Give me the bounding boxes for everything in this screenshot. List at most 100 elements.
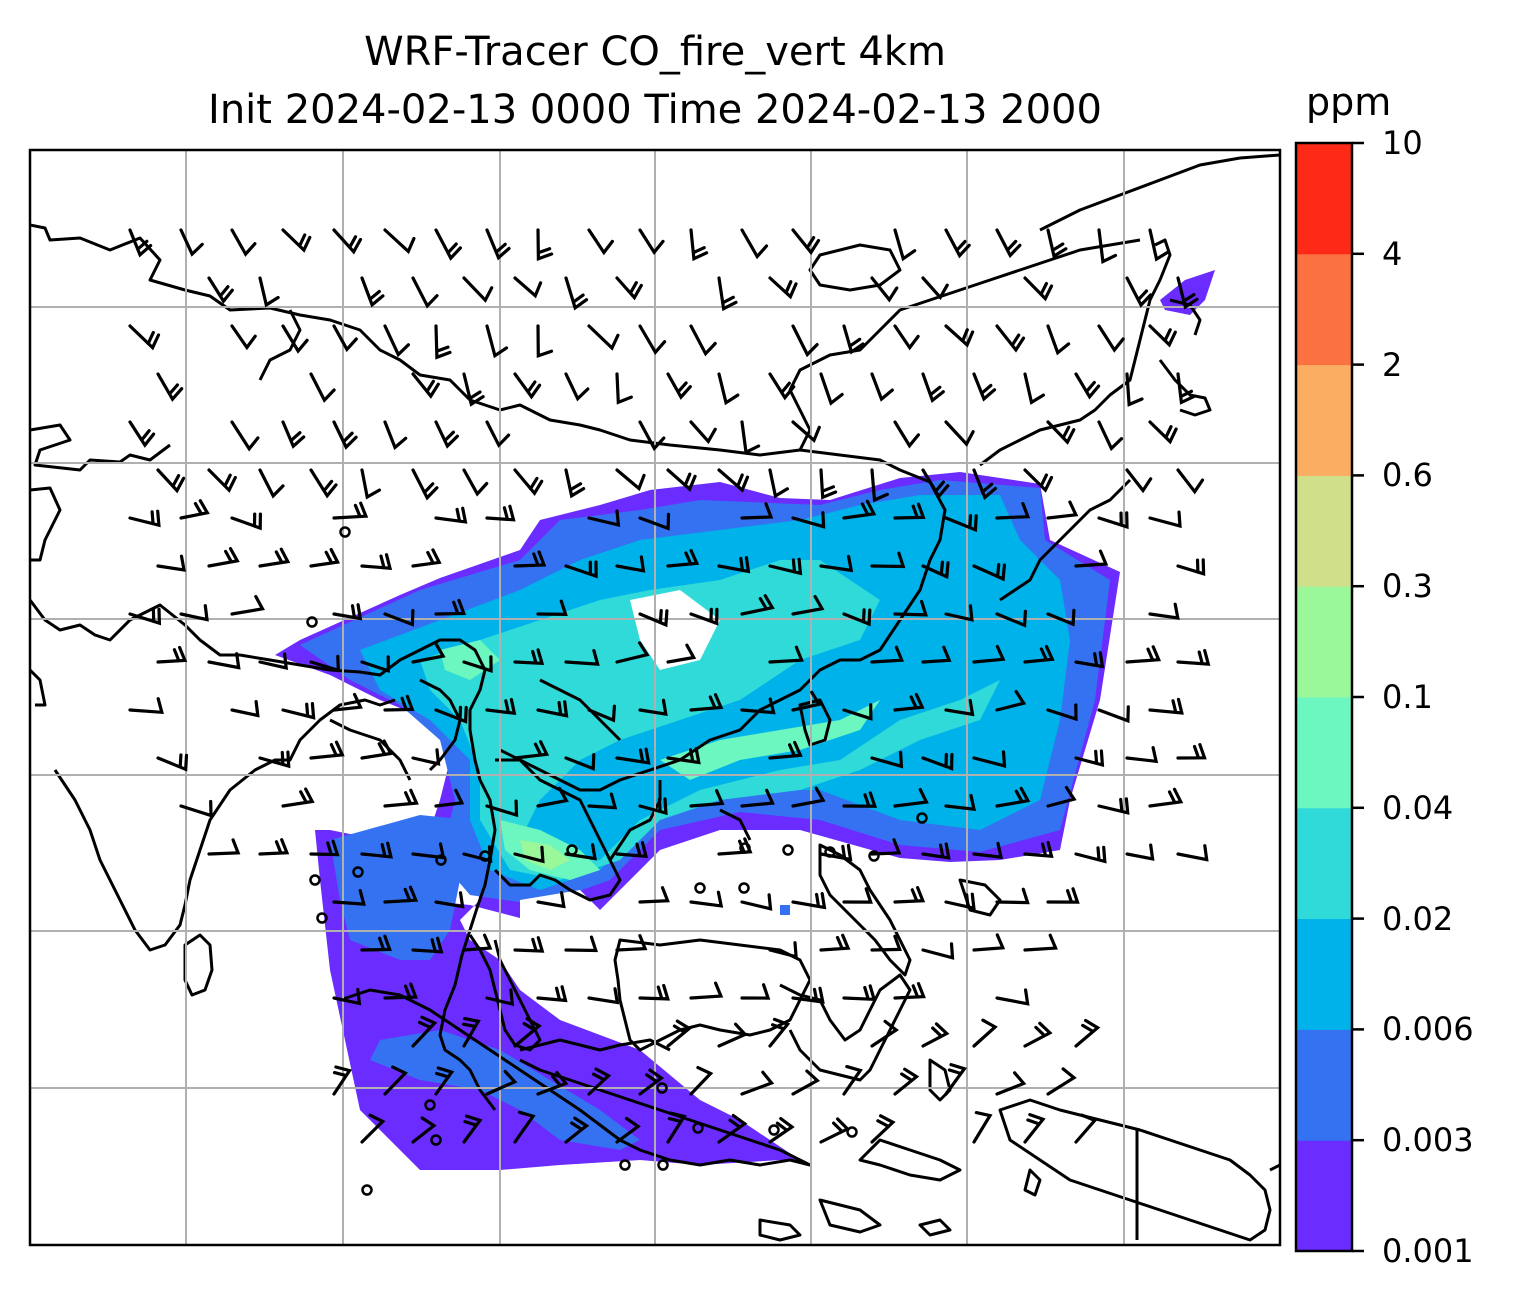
wind-barb: [666, 549, 700, 568]
wind-barb: [383, 420, 408, 451]
wind-barb: [870, 372, 894, 402]
wind-barb: [309, 654, 340, 673]
wind-barb: [740, 228, 769, 260]
calm-wind-marker: [316, 912, 328, 924]
wind-barb: [587, 987, 620, 1005]
wind-barb: [1074, 1018, 1101, 1048]
colorbar-tick-label: 0.003: [1382, 1121, 1474, 1160]
wind-barb: [411, 276, 439, 309]
wind-barb: [434, 598, 467, 616]
wind-barb: [689, 1066, 714, 1096]
wind-barb: [230, 594, 265, 616]
colorbar-tick-label: 2: [1382, 345, 1403, 384]
calm-wind-marker: [694, 882, 706, 894]
wind-barb: [1097, 797, 1130, 815]
wind-barb: [842, 324, 865, 355]
wind-barb: [513, 276, 543, 299]
wind-barb: [360, 934, 392, 952]
wind-barb: [128, 607, 162, 626]
wind-barb: [360, 276, 385, 308]
wind-barb: [615, 555, 646, 573]
wind-barb: [1074, 749, 1105, 768]
wind-barb: [207, 547, 240, 568]
wind-barb: [411, 642, 446, 664]
wind-barb: [258, 468, 285, 499]
wind-barb: [893, 692, 925, 712]
colorbar-swatch: [1296, 807, 1352, 920]
wind-barb: [615, 641, 650, 664]
wind-barb: [972, 1111, 993, 1144]
wind-barb: [972, 841, 1004, 859]
wind-barb: [360, 1113, 386, 1144]
wind-barb: [434, 1066, 455, 1096]
wind-barb: [1176, 468, 1205, 495]
wind-barb: [995, 228, 1022, 259]
wind-barb: [230, 420, 260, 452]
wind-barb: [944, 228, 971, 259]
colorbar-ticks: [1352, 141, 1364, 1253]
wind-barb: [638, 698, 668, 717]
wind-barb: [156, 753, 189, 772]
calm-wind-marker: [782, 844, 794, 856]
wind-barb: [309, 548, 341, 568]
wind-barb: [944, 604, 974, 622]
colorbar-swatch: [1296, 364, 1352, 476]
wind-barb: [740, 983, 771, 1000]
wind-barb: [740, 697, 776, 715]
wind-barb: [615, 276, 643, 301]
wind-barb: [513, 648, 545, 666]
wind-barb: [791, 511, 826, 529]
wind-barb: [768, 557, 803, 576]
wind-barb: [870, 1114, 896, 1144]
wind-barb: [513, 936, 545, 953]
wind-barb: [819, 372, 844, 406]
wind-barb: [128, 509, 161, 528]
wind-barb: [536, 324, 554, 359]
wind-barb: [689, 607, 719, 626]
wind-barb: [689, 890, 724, 908]
wind-barb: [921, 1022, 950, 1048]
wind-barb: [207, 276, 234, 304]
wind-barb: [995, 689, 1027, 712]
wind-barb: [1046, 703, 1078, 722]
wind-barb: [536, 985, 568, 1003]
wind-barb: [128, 420, 156, 448]
wind-barb: [689, 324, 717, 357]
calm-wind-marker: [566, 844, 578, 856]
wind-barb: [1097, 511, 1129, 530]
wind-barb: [638, 228, 665, 256]
wind-barb: [893, 886, 926, 904]
wind-barb: [360, 655, 390, 674]
wind-barb: [921, 276, 949, 301]
wind-barb: [1023, 933, 1058, 952]
wind-barb: [717, 1022, 748, 1048]
wind-barb: [791, 1069, 821, 1096]
wind-barb: [360, 468, 381, 500]
wind-barb: [995, 502, 1031, 520]
colorbar-swatch: [1296, 1140, 1352, 1252]
wind-barb: [995, 887, 1030, 905]
wind-barb: [179, 499, 210, 520]
wind-barb: [768, 1017, 791, 1048]
wind-barb: [411, 1116, 437, 1144]
wind-barb: [972, 1018, 998, 1048]
colorbar-swatch: [1296, 475, 1352, 587]
wind-barb: [513, 845, 545, 864]
wind-barb: [156, 554, 186, 572]
wind-barb: [921, 942, 955, 960]
wind-barb: [564, 935, 599, 953]
wind-barb: [207, 652, 241, 670]
wind-barb: [332, 692, 363, 712]
calm-wind-marker: [424, 1099, 436, 1111]
wind-barb: [638, 797, 668, 816]
wind-barb: [128, 697, 164, 715]
wind-barb: [281, 228, 312, 253]
wind-barb: [462, 276, 494, 303]
calm-wind-marker: [339, 526, 351, 538]
wind-barb: [156, 645, 188, 664]
wind-barb: [1023, 276, 1054, 302]
wind-barb: [1023, 468, 1054, 493]
wind-barb: [1176, 558, 1206, 576]
colorbar-swatch: [1296, 143, 1352, 255]
wind-barb: [411, 1015, 438, 1048]
